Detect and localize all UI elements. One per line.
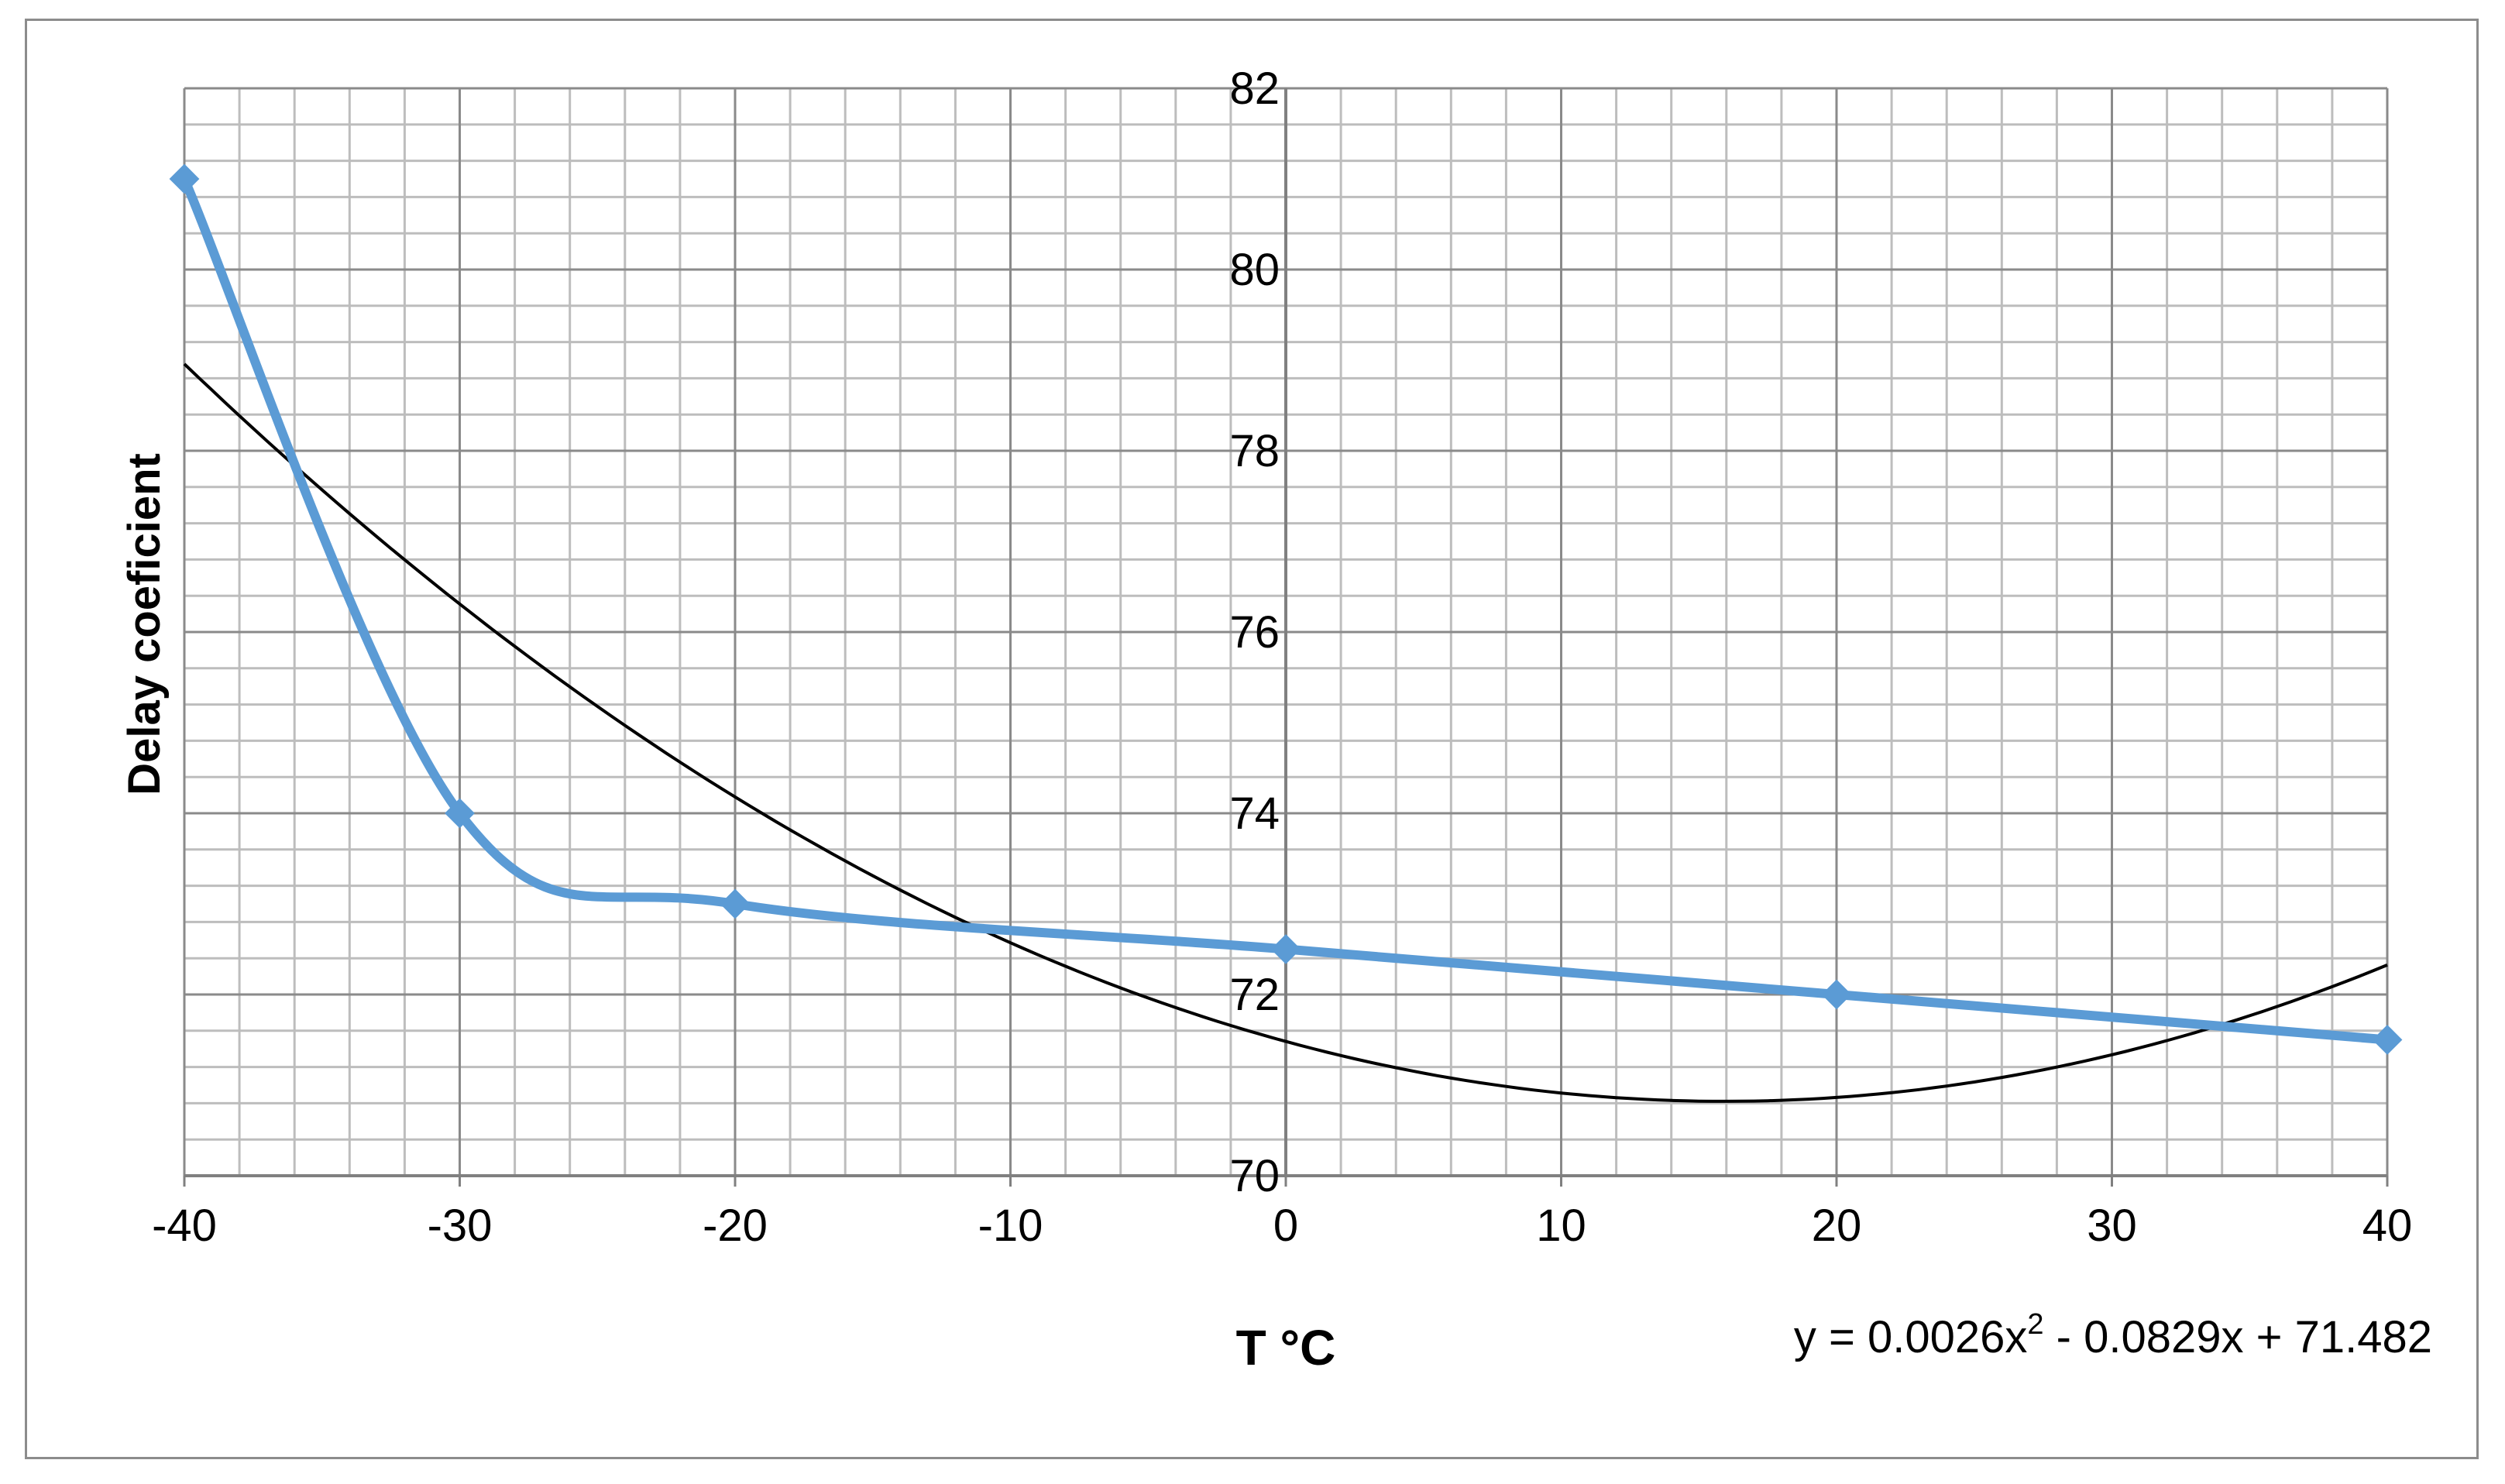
data-point-marker [720, 888, 751, 919]
y-tick-label: 76 [1229, 607, 1280, 658]
y-tick-label: 70 [1229, 1151, 1280, 1201]
data-point-marker [445, 798, 475, 829]
x-tick-label: 20 [1812, 1201, 1862, 1251]
y-tick-label: 80 [1229, 245, 1280, 295]
series-layer [169, 163, 2403, 1055]
x-tick-label: 30 [2087, 1201, 2137, 1251]
trendline [183, 362, 2388, 1103]
y-tick-label: 72 [1229, 970, 1280, 1020]
x-tick-label: 0 [1273, 1201, 1298, 1251]
data-point-marker [169, 163, 200, 194]
x-tick-label: -10 [978, 1201, 1043, 1251]
tick-labels: -40 -30 -20 -10 0 10 20 30 40 70 72 74 76 78 80 82 [152, 64, 2412, 1251]
x-axis-title: T °C [1236, 1320, 1336, 1376]
data-point-marker [1821, 979, 1852, 1010]
data-point-marker [1270, 934, 1301, 964]
trendline-equation-rhs: - 0.0829x + 71.482 [2044, 1312, 2432, 1362]
trendline-path [183, 362, 2388, 1103]
trendline-equation-exponent: 2 [2027, 1308, 2043, 1341]
data-point-marker [2372, 1025, 2403, 1055]
x-tick-label: 10 [1536, 1201, 1586, 1251]
axes [183, 88, 2389, 1187]
y-tick-label: 78 [1229, 426, 1280, 476]
x-tick-label: -20 [703, 1201, 768, 1251]
y-tick-label: 74 [1229, 788, 1280, 839]
series-line [180, 174, 2392, 1045]
x-tick-label: 40 [2362, 1201, 2413, 1251]
x-tick-label: -30 [428, 1201, 493, 1251]
y-tick-label: 82 [1229, 64, 1280, 114]
chart-frame [25, 19, 2479, 1459]
trendline-equation-lhs: y = 0.0026x [1794, 1312, 2028, 1362]
y-axis-title: Delay coeficient [119, 453, 170, 795]
x-tick-label: -40 [152, 1201, 217, 1251]
trendline-equation: y = 0.0026x2 - 0.0829x + 71.482 [1794, 1308, 2432, 1362]
